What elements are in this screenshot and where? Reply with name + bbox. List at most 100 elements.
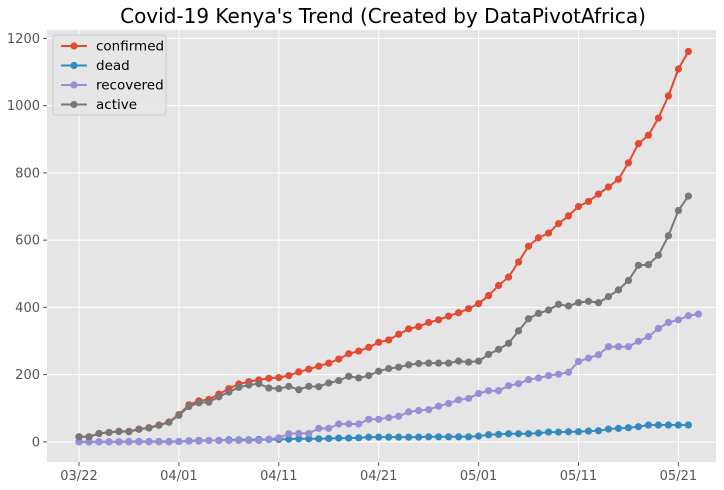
data-point-confirmed [285, 372, 293, 380]
data-point-recovered [674, 316, 683, 324]
data-point-recovered [135, 438, 143, 446]
series-active [75, 192, 692, 441]
data-point-recovered [425, 405, 433, 414]
data-point-active [185, 402, 193, 411]
data-point-confirmed [455, 309, 463, 317]
legend-label: recovered [96, 78, 164, 94]
data-point-recovered [185, 437, 193, 445]
x-tick-label: 05/11 [560, 469, 597, 484]
data-point-confirmed [564, 212, 573, 220]
data-point-recovered [544, 372, 553, 380]
data-point-recovered [335, 420, 343, 428]
legend-label: dead [96, 58, 130, 74]
data-point-recovered [465, 394, 473, 403]
data-point-dead [684, 421, 692, 429]
data-point-dead [465, 433, 473, 441]
data-point-active [475, 357, 483, 365]
data-point-active [305, 382, 313, 390]
data-point-confirmed [544, 229, 553, 237]
data-point-confirmed [614, 175, 623, 183]
data-point-recovered [514, 380, 523, 388]
data-point-dead [445, 433, 453, 441]
data-point-active [534, 309, 543, 318]
data-point-active [494, 345, 503, 353]
data-point-active [235, 383, 243, 391]
y-tick-label: 1000 [7, 99, 40, 114]
data-point-recovered [85, 438, 93, 446]
data-point-dead [674, 421, 683, 429]
series-layer [75, 47, 702, 446]
chart-title: Covid-19 Kenya's Trend (Created by DataP… [120, 4, 646, 28]
data-point-active [614, 286, 623, 294]
data-point-active [435, 359, 443, 367]
data-point-recovered [484, 387, 493, 395]
data-point-confirmed [405, 325, 413, 333]
data-point-recovered [694, 310, 702, 318]
data-point-confirmed [375, 338, 383, 346]
x-tick-label: 05/01 [460, 469, 497, 484]
legend-entry-dead: dead [61, 58, 130, 74]
data-point-dead [584, 427, 593, 435]
data-point-recovered [405, 408, 413, 416]
data-point-dead [305, 435, 313, 443]
data-point-confirmed [295, 368, 303, 376]
y-tick-label: 600 [15, 234, 40, 249]
data-point-active [604, 293, 613, 301]
data-point-active [684, 192, 692, 200]
data-point-recovered [475, 389, 483, 398]
data-point-dead [594, 427, 603, 435]
axes: 0 200 400 600 800 1000 1200 03/22 04/01 04/11 04/2… [7, 32, 697, 484]
legend-swatch-marker [70, 42, 78, 50]
data-point-dead [604, 425, 613, 433]
data-point-active [484, 350, 493, 359]
legend-entry-active: active [61, 97, 137, 113]
legend-swatch-marker [70, 81, 78, 89]
data-point-confirmed [504, 273, 513, 281]
data-point-recovered [624, 343, 633, 351]
data-point-confirmed [664, 92, 673, 100]
data-point-recovered [395, 412, 403, 420]
data-point-dead [544, 428, 553, 436]
data-point-dead [435, 433, 443, 441]
data-point-recovered [664, 318, 673, 327]
data-point-recovered [574, 357, 583, 366]
data-point-active [145, 424, 153, 432]
data-point-confirmed [584, 197, 593, 206]
y-tick-label: 0 [32, 435, 40, 450]
data-point-active [135, 425, 143, 433]
data-point-dead [385, 433, 393, 441]
data-point-confirmed [554, 220, 563, 228]
legend-entry-recovered: recovered [61, 78, 164, 94]
data-point-recovered [345, 420, 353, 428]
data-point-recovered [165, 438, 173, 446]
x-tick-label: 04/21 [360, 469, 397, 484]
legend-entry-confirmed: confirmed [61, 39, 164, 55]
data-point-confirmed [475, 300, 483, 308]
data-point-confirmed [395, 330, 403, 338]
data-point-recovered [554, 370, 563, 378]
data-point-dead [654, 421, 663, 429]
data-point-recovered [245, 436, 253, 445]
data-point-recovered [534, 374, 543, 382]
data-point-dead [345, 434, 353, 442]
data-point-recovered [285, 430, 293, 438]
data-point-recovered [235, 436, 243, 445]
data-point-active [385, 364, 393, 373]
y-tick-label: 200 [15, 368, 40, 383]
data-point-active [285, 382, 293, 390]
data-point-confirmed [574, 202, 583, 211]
data-point-active [544, 306, 553, 314]
data-point-recovered [115, 438, 123, 446]
data-point-confirmed [484, 291, 493, 300]
data-point-confirmed [524, 242, 533, 250]
data-point-confirmed [265, 374, 273, 382]
data-point-confirmed [305, 365, 313, 373]
data-point-recovered [435, 402, 443, 410]
data-point-active [225, 388, 233, 396]
data-point-recovered [654, 324, 663, 333]
data-point-active [195, 399, 203, 407]
data-point-confirmed [684, 47, 692, 56]
data-point-recovered [375, 415, 383, 423]
data-point-active [95, 429, 103, 438]
